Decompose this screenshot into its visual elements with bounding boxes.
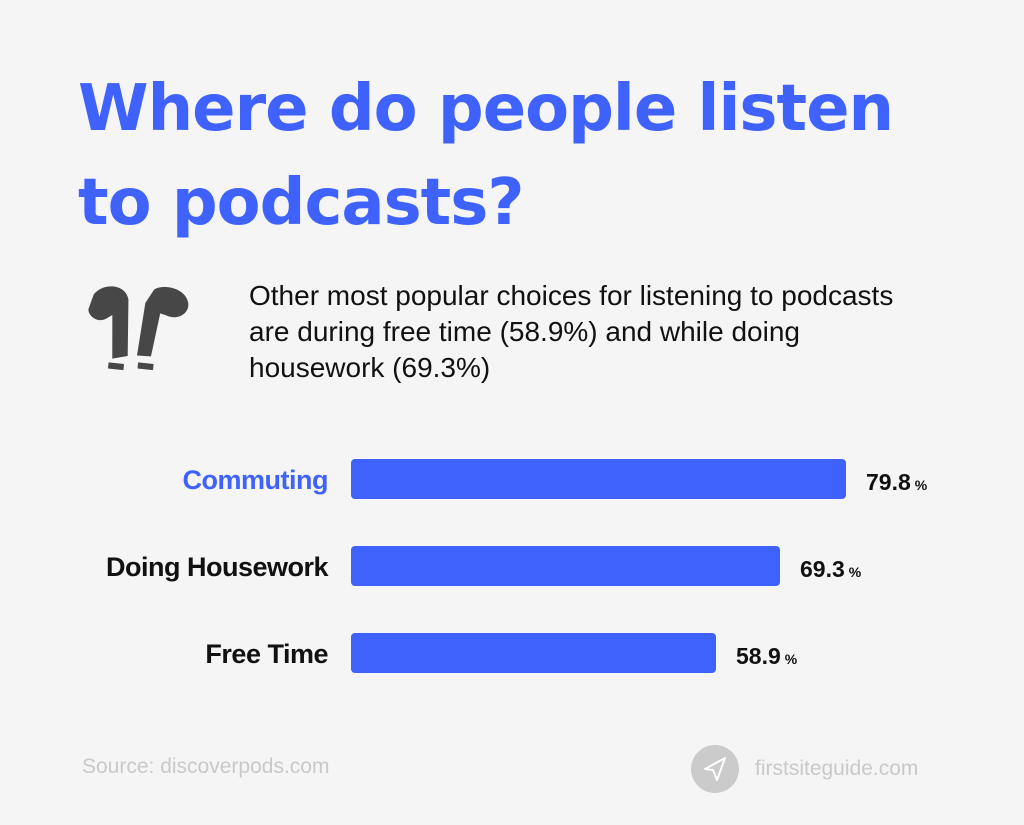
bar-row-free-time: Free Time 58.9% — [0, 633, 1024, 675]
bar — [351, 459, 846, 499]
bar-label: Free Time — [205, 639, 328, 669]
brand-name: firstsiteguide.com — [755, 757, 919, 780]
bar-row-doing-housework: Doing Housework 69.3% — [0, 546, 1024, 588]
bar-row-commuting: Commuting 79.8% — [0, 459, 1024, 501]
navigation-arrow-icon — [691, 745, 739, 793]
bar-label: Doing Housework — [105, 552, 329, 582]
bar — [351, 633, 716, 673]
chart-description: Other most popular choices for listening… — [249, 280, 894, 383]
page-title: Where do people listen to podcasts? — [78, 72, 894, 240]
bar-value: 58.9% — [736, 643, 798, 669]
brand: firstsiteguide.com — [691, 744, 918, 794]
bar-label: Commuting — [182, 465, 329, 495]
source-credit: Source: discoverpods.com — [82, 755, 330, 778]
bar — [351, 546, 780, 586]
earbuds-icon — [88, 286, 189, 371]
bar-value: 79.8% — [866, 469, 928, 495]
bar-value: 69.3% — [800, 556, 862, 582]
